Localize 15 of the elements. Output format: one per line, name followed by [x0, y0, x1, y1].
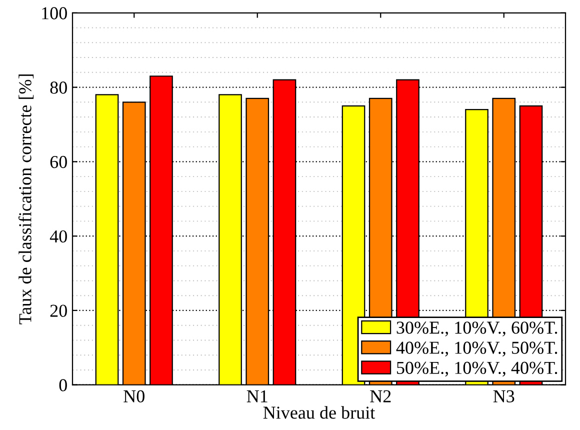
y-tick-label: 100	[42, 7, 67, 20]
x-tick-label: N0	[124, 390, 144, 402]
y-tick-label: 0	[59, 379, 67, 392]
y-tick-label: 80	[50, 82, 67, 94]
y-tick-label: 20	[50, 304, 67, 317]
x-tick-label: N1	[246, 390, 268, 402]
legend-label: 50%E., 10%V., 40%T.	[397, 362, 558, 377]
x-tick-label: N3	[493, 390, 514, 402]
x-axis-title: Niveau de bruit	[263, 406, 376, 419]
x-tick-label: N2	[370, 390, 391, 402]
y-axis-title: Taux de classification correcte [%]	[18, 74, 34, 324]
y-tick-label: 60	[50, 156, 67, 168]
y-tick-label: 40	[50, 230, 67, 243]
legend-label: 40%E., 10%V., 50%T.	[396, 342, 558, 356]
legend-label: 30%E., 10%V., 60%T.	[396, 322, 558, 336]
